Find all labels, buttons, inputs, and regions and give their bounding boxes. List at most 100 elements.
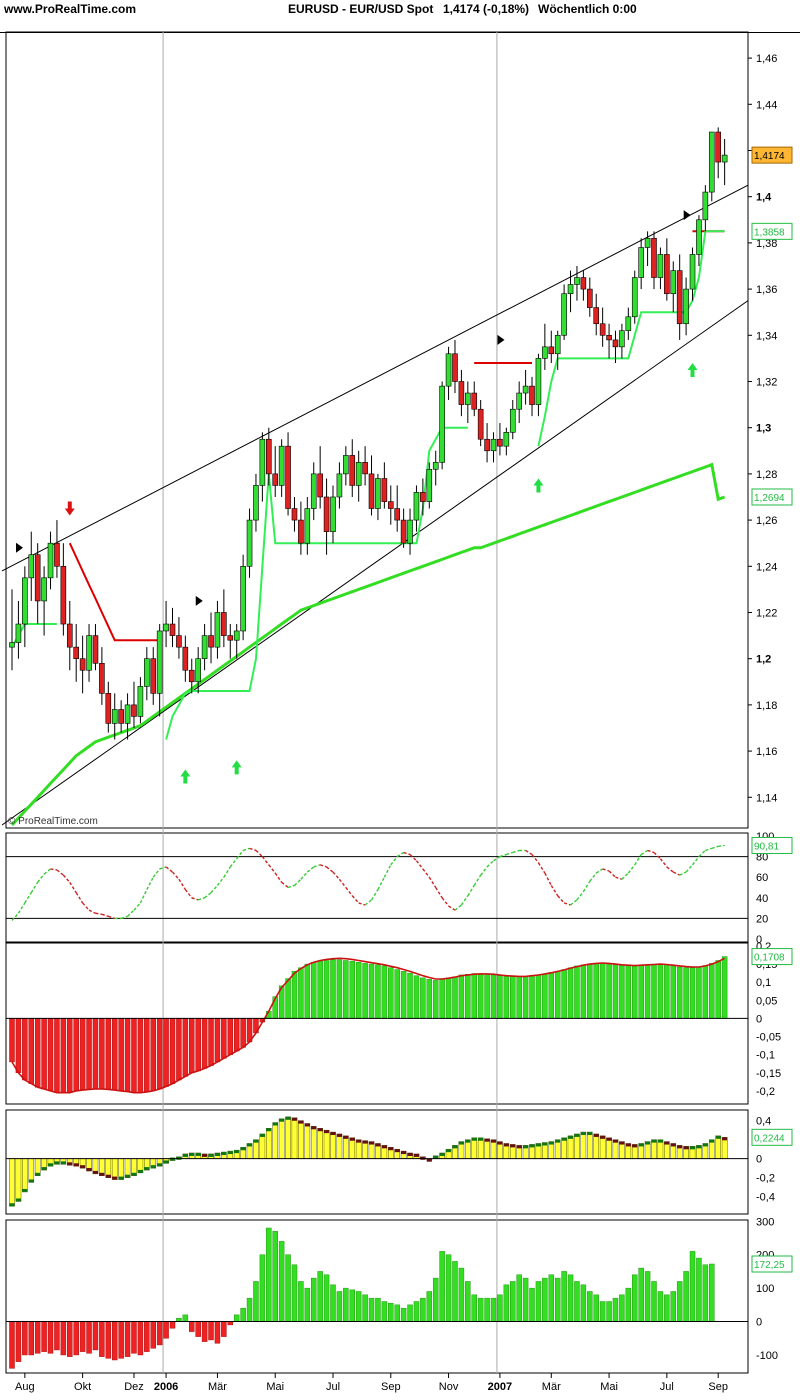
candle-body: [452, 353, 458, 382]
momentum-bar-cap: [381, 1145, 387, 1149]
cci-tick-label: 0: [756, 1317, 762, 1329]
macd-bar: [458, 974, 465, 1019]
momentum-bar-cap: [574, 1133, 580, 1137]
macd-bar: [233, 1018, 240, 1052]
momentum-bar-cap: [510, 1144, 516, 1148]
cci-bar: [156, 1321, 163, 1346]
momentum-histogram-panel[interactable]: [6, 1116, 748, 1207]
momentum-bar-cap: [208, 1153, 214, 1157]
cci-bar: [529, 1287, 535, 1322]
candle-body: [355, 462, 362, 486]
momentum-bar-cap: [433, 1155, 439, 1159]
cci-bar: [696, 1257, 702, 1322]
last-price-label: 1,4174: [754, 151, 785, 162]
momentum-bar: [606, 1137, 612, 1159]
macd-bar: [41, 1018, 47, 1090]
oscillator-segment: [525, 849, 533, 856]
oscillator-segment: [441, 897, 450, 907]
candle-body: [657, 254, 664, 278]
macd-bar: [471, 973, 477, 1019]
cci-bar: [240, 1307, 246, 1322]
momentum-bar-cap: [144, 1167, 150, 1171]
momentum-bar-cap: [458, 1141, 464, 1145]
candle-body: [176, 635, 182, 648]
candle-body: [47, 542, 54, 579]
macd-bar: [631, 965, 638, 1019]
candle-body: [606, 334, 612, 341]
oscillator-tick-label: 80: [756, 852, 768, 864]
oscillator-segment: [184, 889, 193, 899]
oscillator-segment: [718, 844, 725, 847]
oscillator-segment: [127, 909, 135, 917]
candle-body: [34, 554, 41, 602]
stop-value-label: 1,3858: [754, 227, 785, 238]
cci-bar: [124, 1321, 131, 1357]
macd-bar: [111, 1018, 118, 1091]
candle-body: [612, 339, 619, 348]
macd-bar: [394, 969, 400, 1019]
oscillator-value-label: 90,81: [754, 841, 779, 852]
cci-bar: [41, 1321, 47, 1352]
momentum-bar: [317, 1128, 323, 1159]
momentum-bar-cap: [240, 1147, 246, 1151]
momentum-bar-cap: [73, 1163, 79, 1167]
macd-bar: [362, 963, 368, 1019]
x-tick-label: Mai: [266, 1381, 284, 1393]
momentum-bar-cap: [388, 1147, 394, 1151]
candle-body: [105, 693, 112, 724]
oscillator-segment: [589, 872, 597, 882]
macd-bar: [445, 977, 452, 1019]
candle-body: [721, 154, 728, 163]
candle-body: [548, 346, 555, 355]
candle-body: [664, 254, 670, 295]
oscillator-segment: [300, 871, 308, 880]
momentum-bar-cap: [330, 1132, 336, 1136]
price-tick-label: 1,4: [756, 192, 772, 204]
momentum-bar: [304, 1123, 311, 1159]
oscillator-segment: [338, 878, 347, 888]
oscillator-panel[interactable]: [6, 844, 748, 921]
macd-bar: [657, 963, 664, 1019]
momentum-bar: [323, 1129, 330, 1159]
cci-bar: [375, 1297, 381, 1322]
momentum-bar-cap: [439, 1152, 445, 1156]
momentum-bar-cap: [35, 1172, 41, 1176]
price-tick-label: 1,16: [756, 746, 777, 758]
candle-body: [542, 346, 548, 359]
momentum-bar: [567, 1135, 574, 1159]
oscillator-segment: [139, 889, 148, 904]
cci-bar: [99, 1321, 105, 1357]
candle-body: [336, 473, 343, 498]
cci-bar: [445, 1254, 452, 1322]
macd-bar: [28, 1018, 35, 1084]
oscillator-segment: [274, 872, 283, 883]
momentum-bar-cap: [580, 1132, 586, 1136]
cci-bar: [272, 1231, 278, 1322]
momentum-bar-cap: [202, 1153, 208, 1157]
momentum-bar-cap: [445, 1149, 452, 1153]
macd-bar: [651, 963, 657, 1019]
candle-body: [208, 635, 214, 648]
momentum-bar: [298, 1120, 304, 1159]
macd-bar: [477, 973, 484, 1019]
cci-histogram-panel[interactable]: [6, 1227, 748, 1369]
macd-signal-line: [11, 957, 725, 1094]
momentum-bar: [587, 1131, 593, 1159]
oscillator-segment: [255, 849, 263, 858]
momentum-bar-cap: [234, 1150, 240, 1154]
macd-histogram-panel[interactable]: [6, 956, 748, 1094]
momentum-bar: [272, 1122, 279, 1159]
macd-bar: [124, 1018, 131, 1092]
price-panel[interactable]: [1, 127, 749, 827]
cci-bar: [670, 1291, 677, 1322]
momentum-bar-cap: [137, 1169, 143, 1173]
macd-bar: [587, 963, 593, 1019]
site-label[interactable]: www.ProRealTime.com: [3, 2, 136, 16]
cci-bar: [580, 1284, 587, 1322]
momentum-bar-cap: [612, 1139, 619, 1143]
cci-bar: [388, 1302, 394, 1322]
oscillator-segment: [95, 912, 102, 915]
macd-bar: [156, 1018, 163, 1090]
cci-bar: [503, 1284, 510, 1322]
cci-bar: [131, 1321, 137, 1354]
